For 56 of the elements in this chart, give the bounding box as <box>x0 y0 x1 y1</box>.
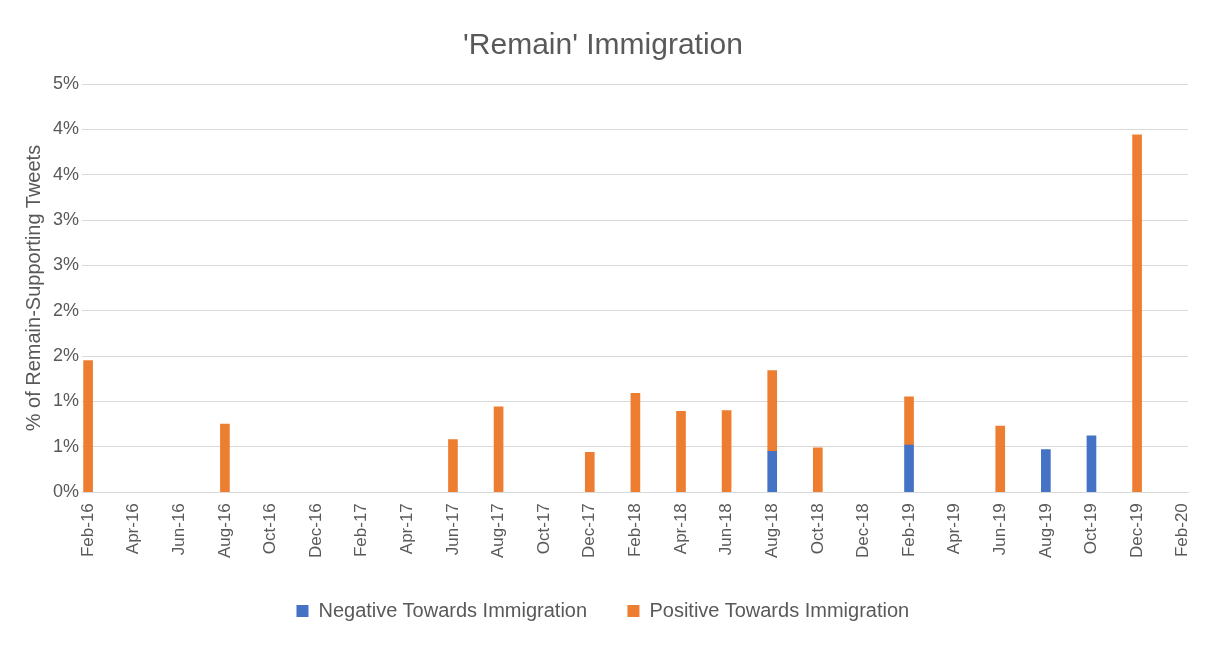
y-tick-label: 4% <box>53 118 80 139</box>
bar <box>448 439 458 493</box>
y-axis-title: % of Remain-Supporting Tweets <box>21 144 44 432</box>
bar <box>1041 449 1051 493</box>
y-tick-label: 2% <box>53 345 80 366</box>
x-tick-label: Feb-18 <box>625 503 645 558</box>
y-tick-label: 3% <box>53 209 80 230</box>
x-tick-label: Dec-19 <box>1126 503 1146 558</box>
legend-label: Positive Towards Immigration <box>649 598 910 621</box>
y-tick-label: 1% <box>53 435 80 456</box>
y-tick-label: 1% <box>53 390 80 411</box>
bar <box>904 396 914 446</box>
bar <box>220 423 230 493</box>
x-tick-label: Feb-17 <box>351 503 371 558</box>
y-tick-label: 4% <box>53 163 80 184</box>
x-tick-label: Apr-19 <box>944 503 964 555</box>
bar <box>904 444 914 493</box>
bar <box>630 392 641 493</box>
x-tick-label: Dec-17 <box>579 503 599 558</box>
x-tick-label: Apr-18 <box>670 503 690 555</box>
x-tick-label: Aug-18 <box>761 503 781 559</box>
x-tick-label: Aug-16 <box>214 503 234 559</box>
x-tick-label: Dec-16 <box>305 503 325 558</box>
bar <box>1132 134 1142 493</box>
x-tick-label: Oct-19 <box>1081 503 1101 555</box>
x-tick-label: Feb-20 <box>1172 503 1192 558</box>
bar <box>83 360 93 493</box>
y-tick-label: 5% <box>53 72 80 93</box>
x-tick-label: Aug-19 <box>1035 503 1055 559</box>
bar <box>812 447 823 493</box>
legend-label: Negative Towards Immigration <box>318 598 588 621</box>
x-tick-label: Jun-16 <box>169 503 188 556</box>
y-tick-label: 0% <box>53 481 80 502</box>
x-tick-label: Jun-18 <box>716 503 736 556</box>
y-tick-label: 2% <box>53 299 80 320</box>
x-tick-label: Jun-19 <box>989 503 1009 556</box>
y-tick-label: 3% <box>53 254 80 275</box>
x-tick-label: Feb-19 <box>898 503 918 558</box>
bar <box>767 451 778 493</box>
x-tick-label: Feb-16 <box>77 503 97 558</box>
bar <box>1086 435 1097 493</box>
bar <box>767 370 778 452</box>
x-tick-label: Aug-17 <box>488 503 508 559</box>
bar <box>493 406 504 493</box>
x-tick-label: Jun-17 <box>442 503 462 556</box>
bar <box>721 410 732 493</box>
x-tick-label: Oct-17 <box>533 503 553 555</box>
bar <box>676 411 686 493</box>
x-tick-label: Dec-18 <box>853 503 873 558</box>
x-tick-label: Oct-18 <box>807 503 827 555</box>
chart-title: 'Remain' Immigration <box>463 27 743 61</box>
x-tick-label: Apr-16 <box>123 503 143 555</box>
bar <box>995 425 1006 493</box>
bar <box>584 451 595 493</box>
x-tick-label: Oct-16 <box>260 503 280 555</box>
x-tick-label: Apr-17 <box>397 503 417 555</box>
